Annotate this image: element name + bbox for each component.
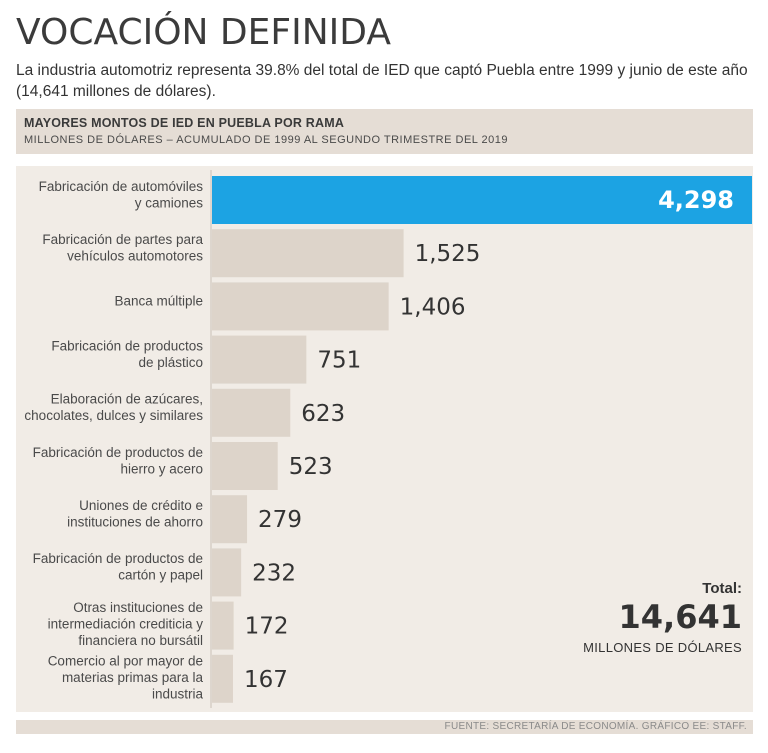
- value-label-6: 279: [258, 507, 302, 533]
- page-subtitle: La industria automotriz representa 39.8%…: [16, 62, 748, 100]
- value-label-9: 167: [244, 667, 288, 693]
- category-label-7-line-1: cartón y papel: [118, 568, 203, 583]
- category-label-1-line-0: Fabricación de partes para: [42, 232, 203, 247]
- category-label-9-line-2: industria: [152, 686, 204, 701]
- value-label-0: 4,298: [658, 186, 734, 214]
- category-label-8-line-0: Otras instituciones de: [73, 600, 203, 615]
- bar-3: [212, 335, 307, 384]
- chart-subtitle: MILLONES DE DÓLARES – ACUMULADO DE 1999 …: [24, 134, 509, 146]
- total-value: 14,641: [618, 598, 742, 636]
- bar-0: [212, 176, 752, 224]
- category-label-2-line-0: Banca múltiple: [114, 293, 203, 308]
- category-label-4-line-1: chocolates, dulces y similares: [24, 408, 203, 423]
- category-label-7-line-0: Fabricación de productos de: [33, 551, 203, 566]
- total-unit: MILLONES DE DÓLARES: [583, 640, 742, 655]
- category-label-5-line-1: hierro y acero: [120, 461, 203, 476]
- chart-title: MAYORES MONTOS DE IED EN PUEBLA POR RAMA: [24, 116, 345, 130]
- bar-8: [212, 601, 234, 650]
- source-note: FUENTE: SECRETARÍA DE ECONOMÍA. GRÁFICO …: [444, 721, 747, 732]
- value-label-1: 1,525: [415, 241, 481, 267]
- category-label-8-line-2: financiera no bursátil: [78, 633, 203, 648]
- value-label-5: 523: [289, 454, 333, 480]
- category-label-0-line-1: y camiones: [135, 195, 204, 210]
- category-label-4-line-0: Elaboración de azúcares,: [51, 392, 203, 407]
- category-label-3-line-1: de plástico: [138, 355, 203, 370]
- bar-5: [212, 442, 278, 490]
- value-label-4: 623: [301, 401, 345, 427]
- category-label-9-line-1: materias primas para la: [62, 670, 204, 685]
- page-title: VOCACIÓN DEFINIDA: [16, 12, 391, 53]
- category-label-6-line-0: Uniones de crédito e: [79, 498, 203, 513]
- value-label-3: 751: [317, 348, 361, 374]
- bar-4: [212, 388, 291, 437]
- category-label-6-line-1: instituciones de ahorro: [67, 514, 203, 529]
- value-label-2: 1,406: [400, 294, 466, 320]
- value-label-8: 172: [245, 614, 289, 640]
- footer-bar: FUENTE: SECRETARÍA DE ECONOMÍA. GRÁFICO …: [16, 720, 753, 734]
- category-label-5-line-0: Fabricación de productos de: [33, 445, 203, 460]
- bar-2: [212, 282, 389, 331]
- category-label-8-line-1: intermediación crediticia y: [48, 617, 204, 632]
- chart-header-banner: MAYORES MONTOS DE IED EN PUEBLA POR RAMA…: [16, 109, 753, 154]
- bar-6: [212, 495, 248, 544]
- category-label-9-line-0: Comercio al por mayor de: [48, 653, 203, 668]
- category-label-0-line-0: Fabricación de automóviles: [39, 179, 204, 194]
- category-label-1-line-1: vehículos automotores: [67, 248, 203, 263]
- total-label: Total:: [702, 580, 742, 597]
- bar-7: [212, 548, 242, 597]
- value-label-7: 232: [252, 560, 296, 586]
- category-label-3-line-0: Fabricación de productos: [51, 338, 203, 353]
- bar-1: [212, 229, 404, 278]
- bar-9: [212, 654, 233, 703]
